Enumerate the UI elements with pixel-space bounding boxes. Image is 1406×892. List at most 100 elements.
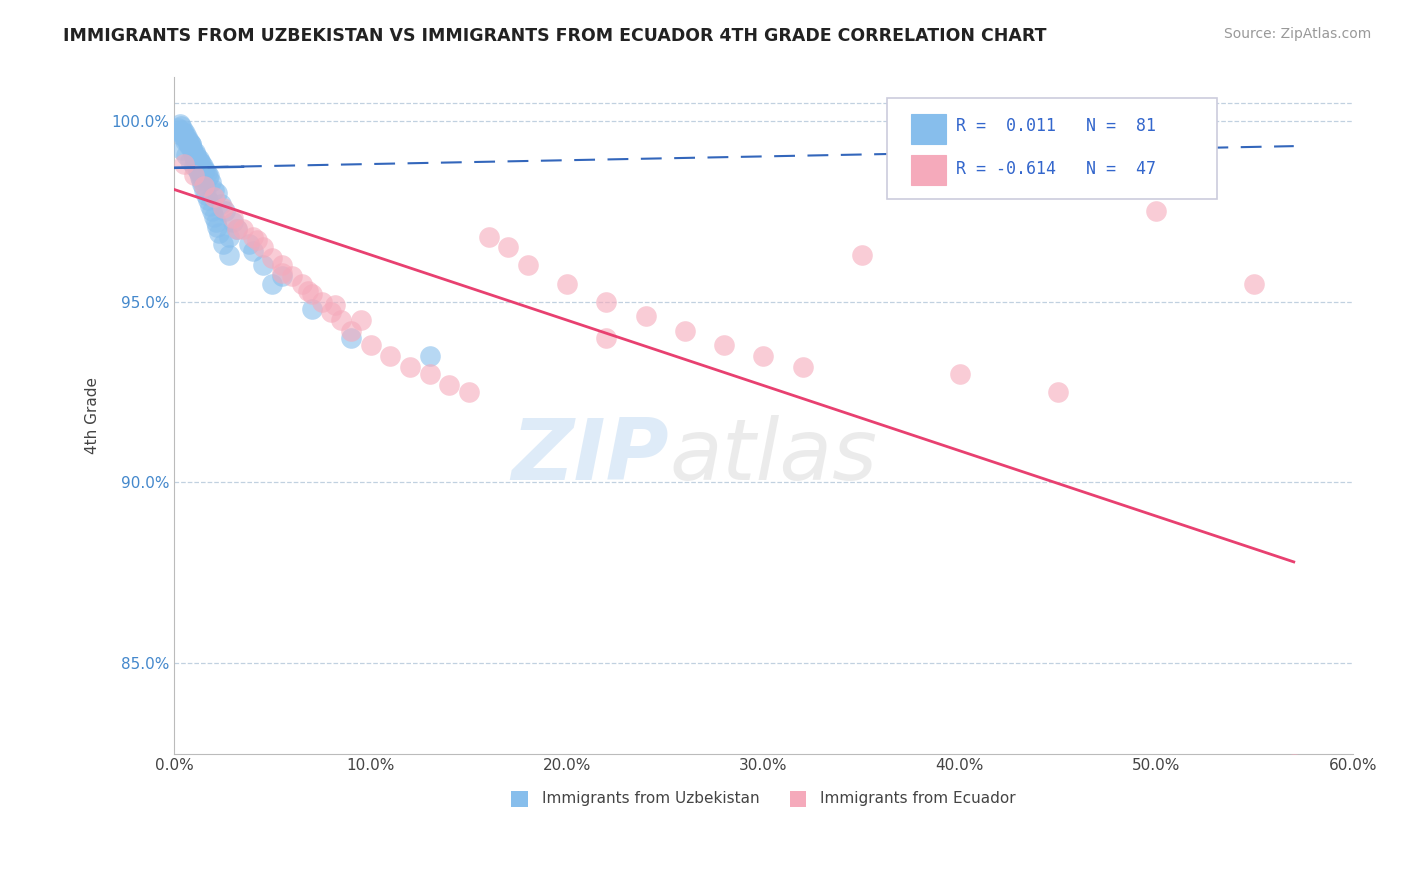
Point [187,152,209,166]
Point [179,153,201,168]
Point [184,145,207,159]
Point [200,204,222,219]
Point [222,211,245,226]
Point [360,338,382,352]
Point [301,287,323,301]
Point [204,215,226,229]
Point [177,136,200,150]
Point [202,210,225,224]
Point [555,277,578,291]
Point [172,125,194,139]
Point [173,128,195,143]
Point [183,150,205,164]
Bar [911,155,946,186]
Point [194,188,217,202]
Point [167,121,190,136]
Point [181,143,204,157]
Point [242,244,264,258]
Point [197,169,219,184]
Point [207,220,229,235]
Point [752,349,775,363]
Text: ZIP: ZIP [512,415,669,498]
Point [193,182,215,196]
Point [174,148,197,162]
Point [188,155,211,169]
Point [190,173,212,187]
Point [262,251,284,265]
Point [191,159,214,173]
Point [177,139,200,153]
Point [200,175,222,189]
Point [184,148,207,162]
Point [214,204,236,219]
Point [301,301,323,316]
Point [323,298,346,312]
Point [496,240,519,254]
Point [252,240,274,254]
Point [291,277,314,291]
Point [167,123,190,137]
Point [180,137,202,152]
Point [181,145,204,159]
Point [208,226,231,240]
Point [1282,757,1305,772]
Point [198,199,221,213]
Text: Source: ZipAtlas.com: Source: ZipAtlas.com [1223,27,1371,41]
Point [595,294,617,309]
Point [242,229,264,244]
Point [792,359,814,374]
Point [340,324,363,338]
Point [281,269,304,284]
Text: R =  0.011   N =  81: R = 0.011 N = 81 [956,118,1156,136]
Point [262,277,284,291]
Point [232,222,254,236]
Point [516,259,538,273]
Point [193,178,215,193]
Point [218,229,240,244]
Point [173,130,195,145]
Point [187,164,209,178]
Point [193,162,215,177]
Point [188,169,211,184]
Point [184,152,207,166]
Point [271,266,294,280]
Point [457,384,479,399]
Point [212,236,235,251]
Point [673,324,696,338]
Point [174,134,197,148]
Point [321,305,343,319]
Point [173,157,195,171]
Point [186,159,208,173]
Point [380,349,402,363]
Point [851,247,873,261]
Point [183,159,205,173]
Point [190,156,212,170]
Point [174,132,197,146]
FancyBboxPatch shape [887,98,1218,199]
Point [222,215,245,229]
Point [297,284,319,298]
Point [187,166,209,180]
Point [209,197,232,211]
Point [238,236,260,251]
Text: IMMIGRANTS FROM UZBEKISTAN VS IMMIGRANTS FROM ECUADOR 4TH GRADE CORRELATION CHAR: IMMIGRANTS FROM UZBEKISTAN VS IMMIGRANTS… [63,27,1047,45]
Point [181,146,204,161]
Text: R = -0.614   N =  47: R = -0.614 N = 47 [956,160,1156,178]
Point [207,186,229,201]
Bar [911,113,946,144]
Point [350,312,373,326]
Point [186,151,208,165]
Point [194,162,217,177]
Point [419,367,441,381]
Point [634,309,657,323]
Point [202,182,225,196]
Point [172,123,194,137]
Point [177,134,200,148]
Point [187,162,209,177]
Point [169,118,191,132]
Point [218,247,240,261]
Text: atlas: atlas [669,415,877,498]
Point [183,168,205,182]
Point [195,166,218,180]
Point [271,259,294,273]
